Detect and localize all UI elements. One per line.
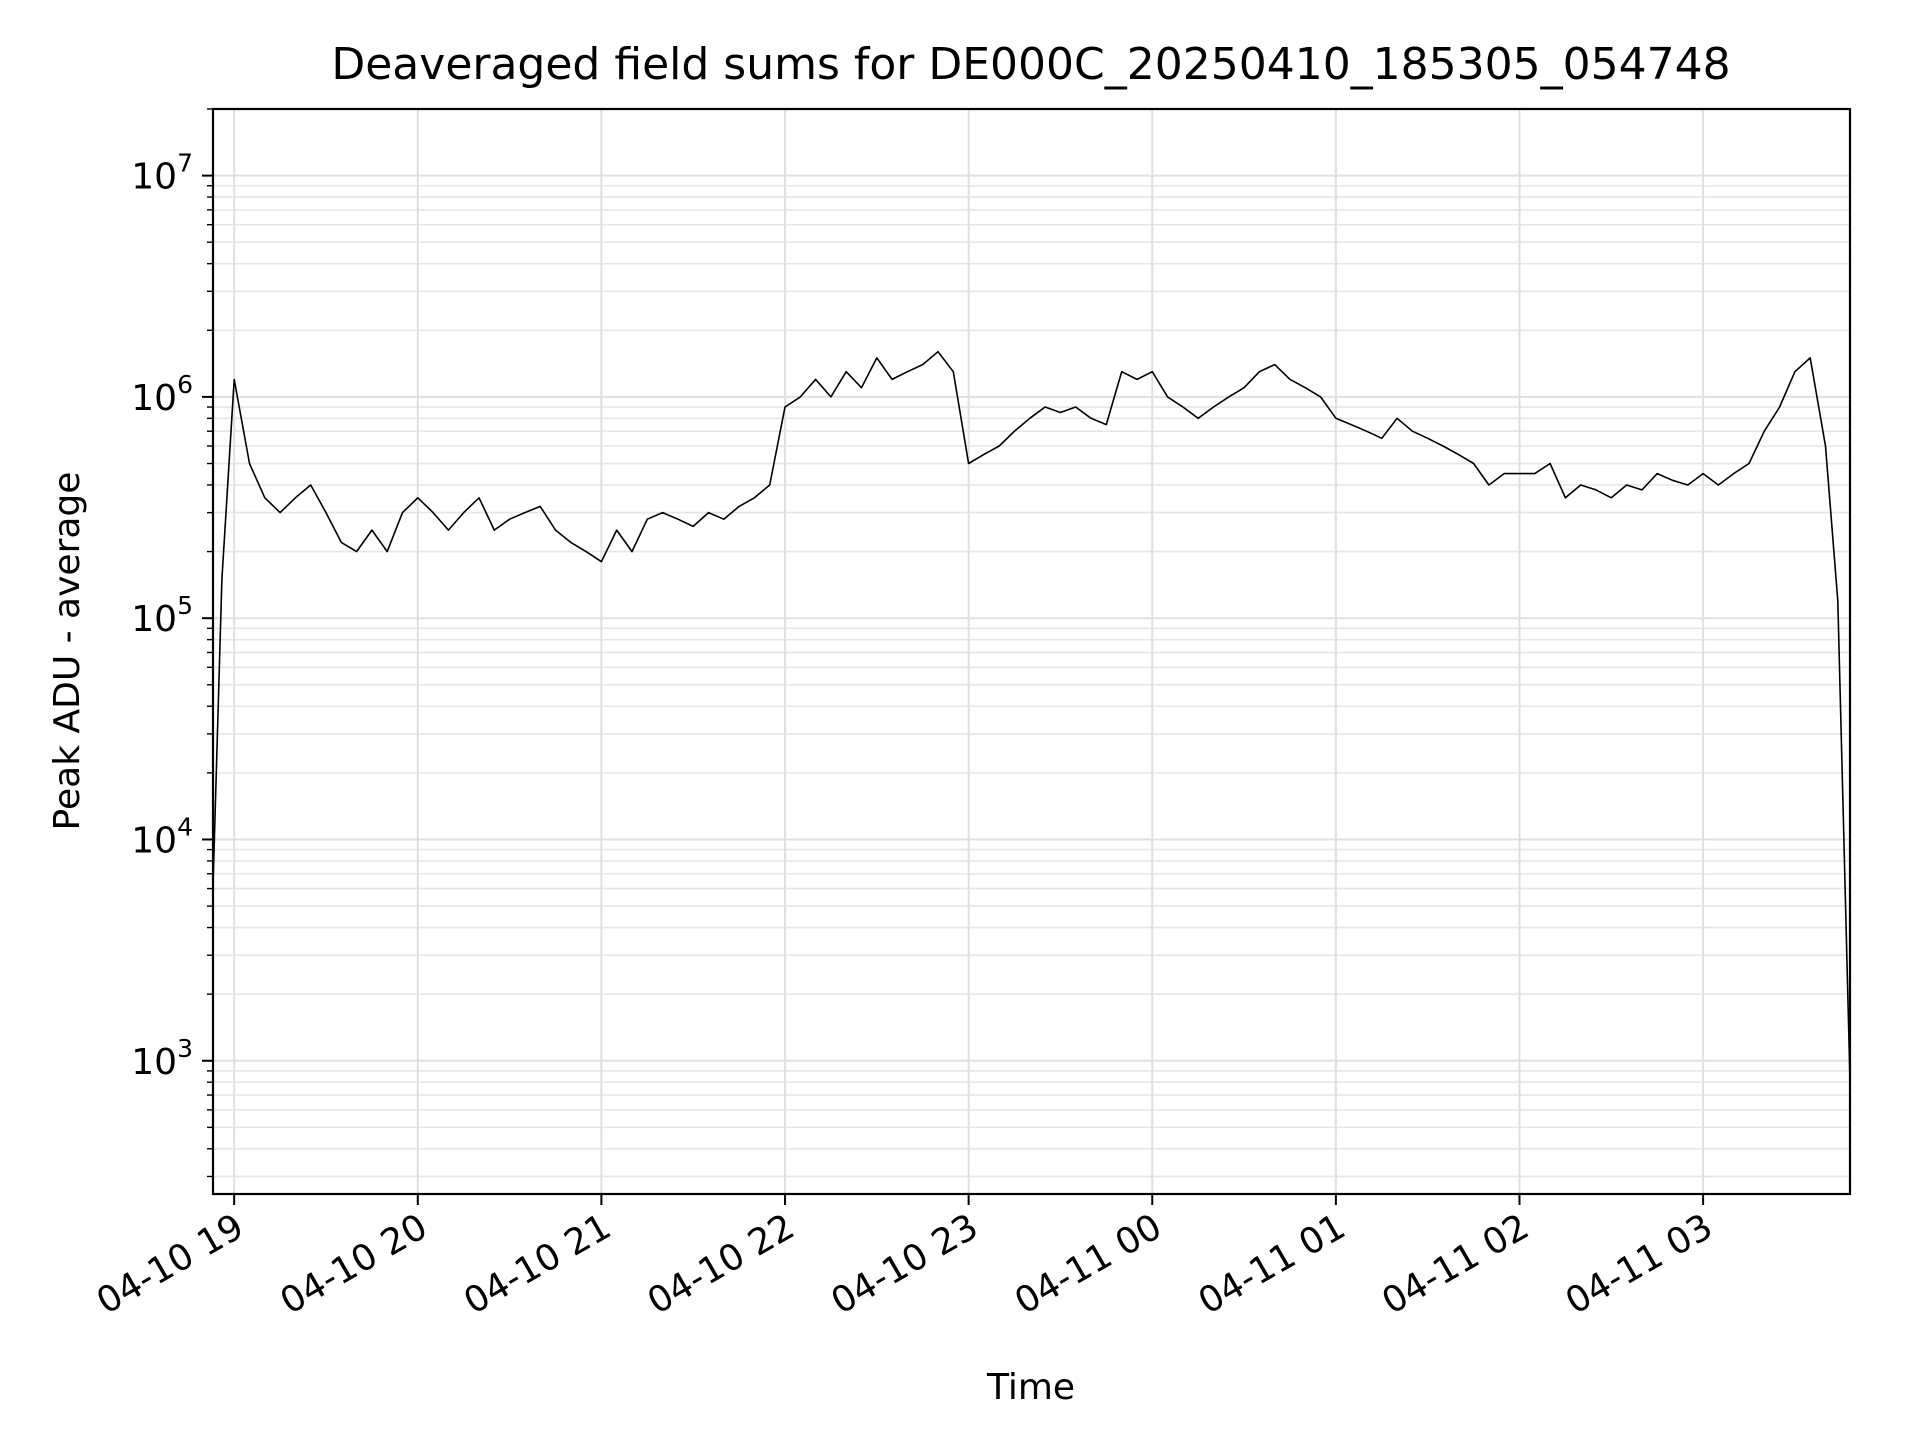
- major-gridlines: [213, 109, 1850, 1194]
- y-tick-label: 106: [131, 370, 193, 419]
- y-axis-label: Peak ADU - average: [47, 472, 88, 831]
- series-line: [211, 350, 1851, 1083]
- series-layer: [211, 350, 1851, 1083]
- minor-gridlines: [213, 108, 1850, 1178]
- y-tick-label: 105: [131, 591, 193, 640]
- y-tick-label: 107: [131, 149, 193, 198]
- y-tick-labels: 103 104 105 106 107: [131, 149, 193, 1083]
- axis-ticks: [202, 108, 1705, 1205]
- y-tick-label: 103: [131, 1034, 193, 1083]
- plot-frame: [211, 107, 1852, 1196]
- chart-title: Deaveraged field sums for DE000C_2025041…: [331, 39, 1730, 90]
- x-axis-label: Time: [986, 1367, 1075, 1408]
- y-tick-label: 104: [131, 812, 193, 861]
